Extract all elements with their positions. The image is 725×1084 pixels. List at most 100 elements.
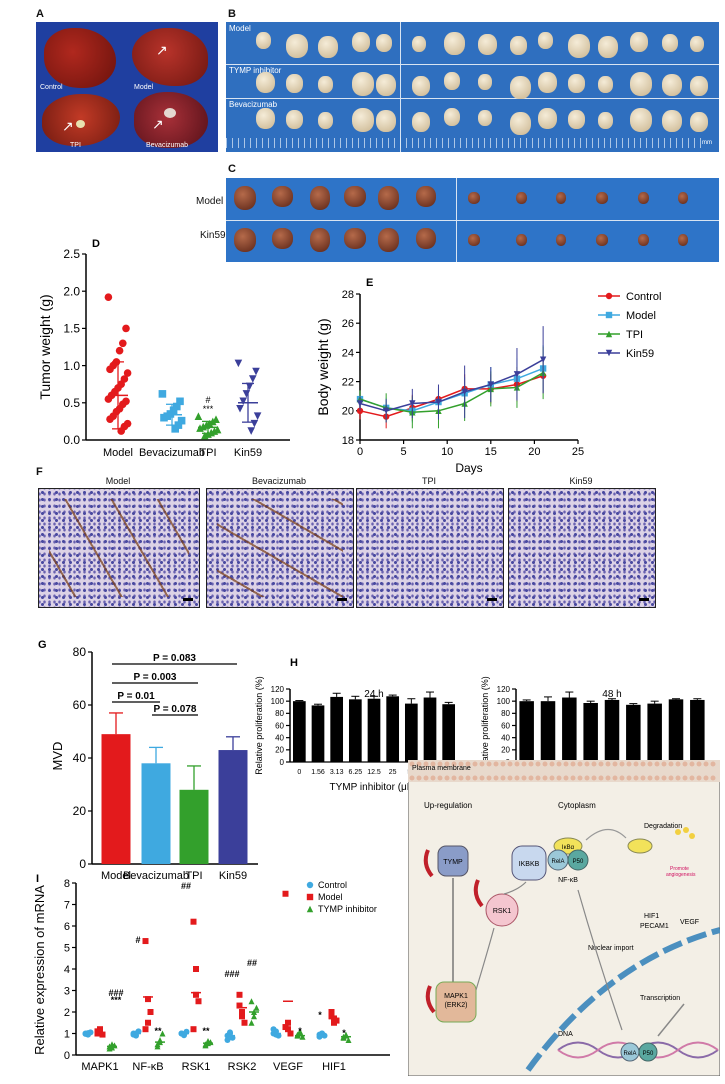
ruler <box>226 138 706 148</box>
panel-letter-a: A <box>36 8 44 20</box>
g-x-tick-label: Model <box>101 870 131 882</box>
y-tick-label: 0 <box>64 1050 70 1062</box>
y-tick-label: 20 <box>275 746 284 755</box>
mapk1-node <box>435 981 477 1023</box>
i-data-point <box>159 1030 166 1037</box>
y-tick-label: 80 <box>275 709 284 718</box>
ihc-title: Bevacizumab <box>251 476 307 486</box>
d-data-point <box>177 416 186 425</box>
lipid-head <box>570 775 576 781</box>
lipid-head <box>626 761 632 767</box>
lipid-head <box>556 775 562 781</box>
degradation-label: Degradation <box>644 823 682 830</box>
row-label-model: Model <box>196 196 224 207</box>
fragment-icon <box>675 829 681 835</box>
lipid-head <box>465 761 471 767</box>
i-annotation: ## <box>181 881 191 891</box>
panel-letter-f: F <box>36 466 43 478</box>
lipid-head <box>507 775 513 781</box>
lipid-head <box>535 761 541 767</box>
tumor-sample <box>286 34 308 58</box>
i-data-point <box>142 938 149 945</box>
y-tick-label: 20 <box>342 406 354 418</box>
d-data-point <box>106 365 114 374</box>
arrow-icon: ↗ <box>62 118 74 134</box>
d-x-tick-label: Model <box>103 447 133 459</box>
membrane-lipids <box>409 761 716 781</box>
h-x-tick-label: 0 <box>297 769 301 776</box>
panel-j-diagram: Plasma membrane Up-regulation Cytoplasm … <box>407 759 721 1077</box>
d-data-point <box>123 369 132 377</box>
tumor-sample <box>630 72 652 96</box>
e-legend-label: Model <box>626 310 656 322</box>
g-x-tick-label: TPI <box>185 870 202 882</box>
panel-letter-b: B <box>228 8 236 20</box>
y-tick-label: 8 <box>64 878 70 890</box>
d-data-point <box>242 390 251 398</box>
panel-letter-h: H <box>290 657 298 669</box>
i-data-point <box>193 991 199 998</box>
lipid-head <box>458 775 464 781</box>
i-annotation: * <box>342 1028 346 1038</box>
e-x-tick-label: 0 <box>357 446 363 458</box>
nuclear-p50-label: P50 <box>643 1051 654 1057</box>
i-x-tick-label: RSK1 <box>182 1061 211 1073</box>
lipid-head <box>423 775 429 781</box>
e-x-tick-label: 10 <box>441 446 453 458</box>
lipid-head <box>640 775 646 781</box>
mapk1-to-rsk1-arrow <box>475 927 495 991</box>
h-bar <box>404 703 418 762</box>
lipid-head <box>675 761 681 767</box>
tumor-sample <box>318 76 333 93</box>
i-legend-label: Control <box>318 880 347 890</box>
d-data-point <box>236 404 244 413</box>
lipid-head <box>696 761 702 767</box>
y-tick-label: 4 <box>64 964 70 976</box>
lipid-head <box>493 761 499 767</box>
gene-hif1: HIF1 <box>644 913 659 920</box>
d-data-point <box>115 346 124 355</box>
panel-b-vertical-divider <box>400 22 401 152</box>
tumor-sample <box>344 186 366 207</box>
tumor-sample <box>662 34 678 52</box>
tumor-sample <box>412 36 426 52</box>
lipid-head <box>514 761 520 767</box>
lipid-head <box>437 775 443 781</box>
dna-label: DNA <box>558 1031 573 1038</box>
lipid-head <box>619 775 625 781</box>
i-annotation: ### <box>108 988 123 998</box>
i-data-point <box>239 1013 245 1020</box>
i-annotation: # <box>135 935 140 945</box>
lipid-head <box>563 761 569 767</box>
e-legend-label: Control <box>626 291 661 303</box>
tumor-sample <box>468 234 480 246</box>
lipid-head <box>493 775 499 781</box>
y-tick-label: 0 <box>79 857 86 871</box>
panel-b-photo: Model TYMP inhibitor Bevacizumab mm <box>226 22 719 152</box>
i-x-tick-label: VEGF <box>273 1061 303 1073</box>
nuclear-rela-label: RelA <box>623 1051 636 1057</box>
i-data-point <box>241 1019 248 1026</box>
tumor-sample <box>538 32 553 49</box>
i-legend-label: Model <box>318 892 343 902</box>
tumor-sample <box>510 36 527 55</box>
g-comparison-label: P = 0.078 <box>154 704 197 715</box>
h-title: 48 h <box>602 689 621 700</box>
i-x-tick-label: HIF1 <box>322 1061 346 1073</box>
e-x-tick-label: 20 <box>528 446 540 458</box>
h-bar <box>668 699 684 762</box>
lipid-head <box>689 761 695 767</box>
y-tick-label: 22 <box>342 376 354 388</box>
y-tick-label: 26 <box>342 318 354 330</box>
g-bar <box>101 734 131 864</box>
lipid-head <box>661 761 667 767</box>
lipid-head <box>661 775 667 781</box>
lipid-head <box>584 761 590 767</box>
d-data-point <box>176 397 184 406</box>
y-tick-label: 80 <box>501 709 510 718</box>
rsk1-label: RSK1 <box>493 908 511 915</box>
y-tick-label: 0 <box>280 758 285 767</box>
i-data-point <box>239 1009 245 1015</box>
tumor-sample <box>378 186 399 210</box>
y-tick-label: 120 <box>271 685 285 694</box>
